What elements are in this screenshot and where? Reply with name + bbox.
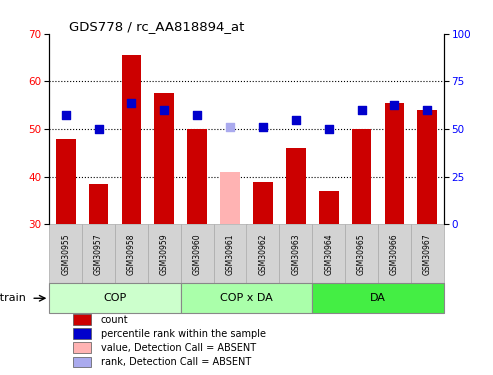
Text: GSM30962: GSM30962	[258, 233, 267, 275]
Text: DA: DA	[370, 293, 386, 303]
Text: GSM30963: GSM30963	[291, 233, 300, 275]
Text: percentile rank within the sample: percentile rank within the sample	[101, 329, 266, 339]
Bar	[154, 93, 174, 225]
Point	[292, 117, 300, 123]
Text: GSM30965: GSM30965	[357, 233, 366, 275]
Bar	[312, 225, 345, 284]
Point	[325, 126, 333, 132]
Bar	[286, 148, 306, 225]
Point	[226, 124, 234, 130]
Text: GDS778 / rc_AA818894_at: GDS778 / rc_AA818894_at	[69, 20, 245, 33]
Text: GSM30964: GSM30964	[324, 233, 333, 275]
Bar	[187, 129, 207, 225]
Text: GSM30960: GSM30960	[193, 233, 202, 275]
Bar	[378, 225, 411, 284]
Text: COP: COP	[104, 293, 127, 303]
Bar	[82, 225, 115, 284]
Bar	[89, 184, 108, 225]
Point	[259, 124, 267, 130]
Point	[390, 102, 398, 108]
Bar	[253, 182, 273, 225]
Bar	[115, 225, 148, 284]
Bar	[181, 284, 312, 313]
Text: GSM30967: GSM30967	[423, 233, 432, 275]
Bar	[246, 225, 280, 284]
Point	[193, 112, 201, 118]
Text: value, Detection Call = ABSENT: value, Detection Call = ABSENT	[101, 343, 256, 353]
Bar	[148, 225, 181, 284]
Bar	[73, 314, 91, 325]
Point	[62, 112, 70, 118]
Point	[95, 126, 103, 132]
Point	[128, 100, 136, 106]
Bar	[122, 55, 141, 225]
Bar	[49, 225, 82, 284]
Bar	[345, 225, 378, 284]
Bar	[73, 357, 91, 368]
Text: GSM30958: GSM30958	[127, 233, 136, 275]
Bar	[418, 110, 437, 225]
Point	[357, 107, 365, 113]
Point	[423, 107, 431, 113]
Bar	[181, 225, 213, 284]
Bar	[319, 191, 339, 225]
Text: count: count	[101, 315, 128, 324]
Text: strain: strain	[0, 293, 26, 303]
Text: GSM30966: GSM30966	[390, 233, 399, 275]
Bar	[411, 225, 444, 284]
Bar	[73, 328, 91, 339]
Bar	[352, 129, 371, 225]
Bar	[220, 172, 240, 225]
Bar	[312, 284, 444, 313]
Bar	[49, 284, 181, 313]
Text: rank, Detection Call = ABSENT: rank, Detection Call = ABSENT	[101, 357, 251, 367]
Bar	[280, 225, 312, 284]
Bar	[385, 103, 404, 225]
Point	[160, 107, 168, 113]
Text: GSM30955: GSM30955	[61, 233, 70, 275]
Text: COP x DA: COP x DA	[220, 293, 273, 303]
Text: GSM30961: GSM30961	[226, 233, 235, 275]
Bar	[56, 139, 75, 225]
Text: GSM30957: GSM30957	[94, 233, 103, 275]
Bar	[213, 225, 246, 284]
Bar	[73, 342, 91, 353]
Text: GSM30959: GSM30959	[160, 233, 169, 275]
